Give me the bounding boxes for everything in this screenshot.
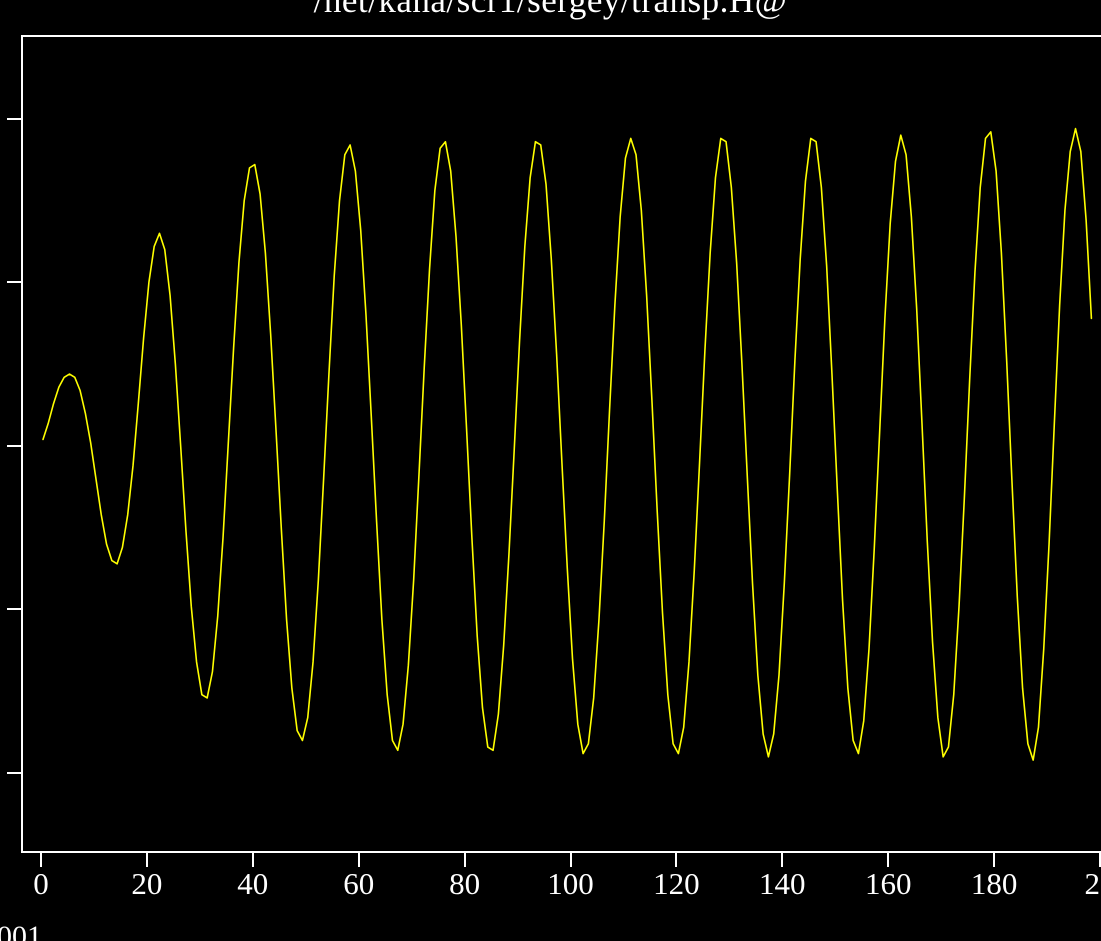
x-axis-tick-label: 60 bbox=[343, 866, 375, 901]
plot-frame bbox=[21, 35, 1101, 853]
y-axis-tick bbox=[7, 445, 21, 447]
x-axis-tick-label: 160 bbox=[864, 866, 912, 901]
x-axis-tick bbox=[993, 853, 996, 867]
x-axis-tick bbox=[40, 853, 42, 867]
x-axis-tick bbox=[357, 853, 360, 867]
x-axis-tick bbox=[675, 853, 678, 867]
x-axis-tick-label: 100 bbox=[547, 866, 594, 901]
x-axis-tick bbox=[251, 853, 254, 867]
y-axis-tick bbox=[7, 118, 21, 120]
y-axis-tick bbox=[7, 608, 21, 610]
y-axis-tick bbox=[7, 772, 21, 774]
x-axis-tick-label: 80 bbox=[449, 866, 481, 901]
x-axis-tick-label: 180 bbox=[970, 866, 1018, 901]
x-axis-tick bbox=[887, 853, 890, 867]
x-axis-tick-label: 140 bbox=[759, 866, 806, 901]
page-title: /net/kaha/scr1/sergey/transp.H@ bbox=[313, 0, 788, 20]
x-axis-tick bbox=[781, 853, 784, 867]
waveform-curve bbox=[42, 127, 1093, 761]
corner-annotation: 001 bbox=[0, 920, 42, 941]
x-axis-tick-label: 0 bbox=[33, 866, 49, 901]
x-axis-tick-label: 20 bbox=[131, 866, 163, 901]
x-axis-tick-label: 40 bbox=[237, 866, 269, 901]
y-axis-tick bbox=[7, 281, 21, 283]
x-axis-tick-label: 120 bbox=[653, 866, 700, 901]
x-axis-tick bbox=[569, 853, 572, 867]
x-axis-tick bbox=[1099, 853, 1101, 867]
x-axis-tick bbox=[145, 853, 148, 867]
waveform-plot bbox=[42, 127, 1093, 761]
x-axis-tick bbox=[463, 853, 466, 867]
x-axis-tick-label: 20 bbox=[1084, 866, 1101, 901]
